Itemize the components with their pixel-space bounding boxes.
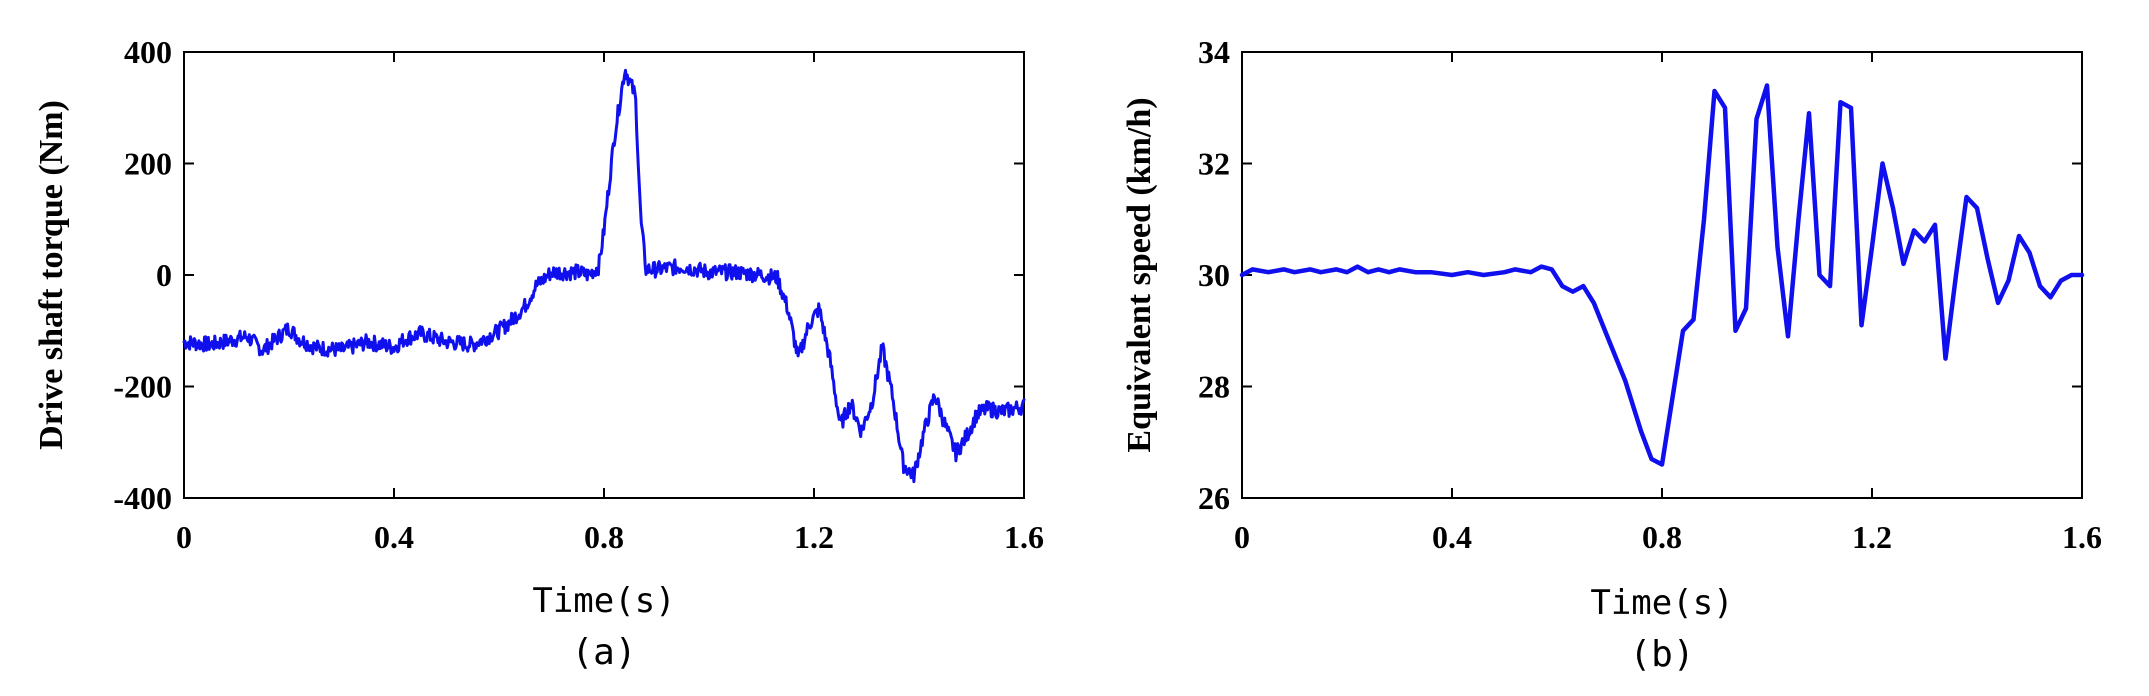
x-tick-label: 0 [176, 519, 192, 555]
y-tick-label: 30 [1198, 257, 1230, 293]
y-axis-label-b: Equivalent speed (km/h) [1121, 97, 1158, 452]
y-tick-label: -400 [113, 480, 172, 516]
y-tick-label: 32 [1198, 146, 1230, 182]
caption-b: (b) [1629, 634, 1694, 675]
x-tick-label: 0.4 [1432, 519, 1472, 555]
x-tick-label: 0.4 [374, 519, 414, 555]
y-tick-label: 26 [1198, 480, 1230, 516]
series-a [182, 68, 1026, 484]
y-ticks-b: 26 28 30 32 34 [1198, 34, 2082, 516]
series-line [182, 68, 1026, 484]
x-axis-label-b: Time(s) [1590, 583, 1733, 623]
x-tick-label: 1.2 [1852, 519, 1892, 555]
chart-panel-a: -400 -200 0 200 400 0 0.4 0.8 1.2 1.6 Drive shaf… [33, 34, 1044, 673]
x-tick-label: 1.6 [2062, 519, 2102, 555]
y-tick-label: -200 [113, 369, 172, 405]
chart-panel-b: 26 28 30 32 34 0 0.4 0.8 1.2 1.6 Equivalent spee… [1121, 34, 2102, 675]
y-ticks-a: -400 -200 0 200 400 [113, 34, 1024, 516]
y-tick-label: 28 [1198, 369, 1230, 405]
y-tick-label: 34 [1198, 34, 1230, 70]
x-axis-label-a: Time(s) [532, 581, 675, 621]
x-tick-label: 0 [1234, 519, 1250, 555]
caption-a: (a) [571, 632, 636, 673]
x-tick-label: 1.2 [794, 519, 834, 555]
y-axis-label-a: Drive shaft torque (Nm) [33, 100, 70, 450]
y-tick-label: 0 [156, 257, 172, 293]
y-tick-label: 200 [124, 146, 172, 182]
series-line [1239, 83, 2085, 467]
x-ticks-b: 0 0.4 0.8 1.2 1.6 [1234, 52, 2102, 555]
x-ticks-a: 0 0.4 0.8 1.2 1.6 [176, 52, 1044, 555]
y-tick-label: 400 [124, 34, 172, 70]
x-tick-label: 0.8 [584, 519, 624, 555]
series-b [1239, 83, 2085, 467]
x-tick-label: 1.6 [1004, 519, 1044, 555]
x-tick-label: 0.8 [1642, 519, 1682, 555]
